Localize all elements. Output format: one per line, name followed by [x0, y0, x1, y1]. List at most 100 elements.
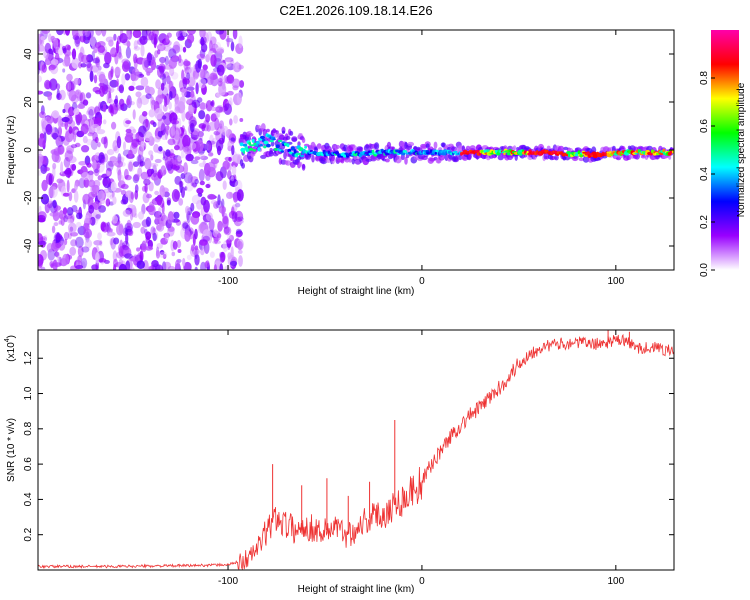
noise-blob — [75, 90, 80, 95]
noise-blob — [206, 161, 216, 172]
noise-blob — [116, 251, 125, 259]
noise-blob — [178, 80, 184, 90]
ridge-core-blob — [403, 150, 408, 153]
noise-blob — [185, 153, 194, 162]
noise-blob — [196, 187, 204, 194]
noise-blob — [148, 109, 156, 118]
noise-blob — [210, 158, 219, 165]
noise-blob — [117, 169, 122, 182]
ridge-core-blob — [240, 147, 246, 153]
noise-blob — [216, 48, 225, 55]
noise-blob — [106, 169, 111, 177]
noise-blob — [210, 106, 220, 112]
noise-blob — [94, 168, 99, 174]
noise-blob — [97, 45, 106, 53]
noise-blob — [82, 222, 90, 232]
noise-blob — [190, 159, 199, 165]
noise-blob — [197, 58, 202, 69]
ridge-core-blob — [401, 152, 406, 156]
ridge-core-blob — [266, 143, 271, 148]
noise-blob — [216, 64, 225, 76]
ridge-core-blob — [299, 154, 305, 158]
noise-blob — [169, 66, 175, 77]
noise-blob — [97, 232, 102, 240]
noise-blob — [75, 264, 84, 270]
ridge-core-blob — [239, 142, 244, 147]
ridge-core-blob — [384, 152, 390, 156]
noise-blob — [150, 59, 157, 71]
noise-blob — [55, 136, 62, 146]
noise-blob — [103, 136, 108, 149]
noise-blob — [38, 240, 47, 246]
snr-series-line — [38, 333, 674, 570]
noise-blob — [198, 152, 205, 159]
noise-blob — [145, 67, 154, 74]
noise-blob — [40, 164, 48, 175]
noise-blob — [168, 110, 175, 119]
noise-blob — [121, 73, 126, 86]
ridge-halo-blob — [554, 154, 559, 161]
noise-blob — [163, 261, 172, 270]
ridge-halo-blob — [285, 135, 291, 140]
ridge-halo-blob — [578, 157, 584, 162]
noise-blob — [187, 30, 196, 35]
ridge-halo-blob — [273, 133, 278, 139]
noise-blob — [218, 205, 227, 214]
noise-blob — [235, 61, 239, 71]
noise-blob — [222, 180, 227, 190]
noise-blob — [125, 190, 134, 198]
noise-blob — [136, 247, 141, 252]
noise-blob — [92, 159, 97, 171]
ridge-halo-blob — [367, 154, 371, 160]
noise-blob — [229, 118, 233, 126]
snr-y-label: SNR (10 * v/v) — [6, 418, 17, 482]
noise-blob — [74, 182, 78, 191]
noise-blob — [167, 138, 176, 146]
noise-blob — [62, 253, 70, 266]
noise-blob — [125, 46, 131, 59]
noise-blob — [145, 216, 152, 227]
noise-blob — [92, 208, 101, 221]
noise-blob — [206, 76, 214, 86]
noise-blob — [184, 186, 188, 191]
noise-blob — [152, 232, 157, 242]
ridge-halo-blob — [256, 125, 262, 130]
noise-blob — [38, 214, 46, 223]
noise-blob — [202, 235, 210, 242]
ridge-core-blob — [254, 144, 259, 147]
noise-blob — [109, 103, 113, 113]
noise-blob — [46, 242, 54, 253]
noise-blob — [99, 239, 103, 247]
noise-blob — [48, 64, 56, 71]
noise-blob — [197, 130, 203, 143]
noise-blob — [158, 146, 163, 152]
noise-blob — [230, 41, 235, 52]
noise-blob — [177, 249, 182, 253]
noise-blob — [66, 179, 70, 193]
noise-blob — [172, 240, 178, 250]
noise-blob — [60, 161, 64, 175]
noise-blob — [71, 48, 77, 60]
noise-blob — [38, 62, 41, 71]
noise-blob — [176, 239, 182, 249]
noise-blob — [167, 225, 175, 237]
noise-blob — [133, 173, 140, 182]
noise-blob — [162, 253, 167, 259]
ridge-core-blob — [435, 149, 439, 153]
noise-blob — [124, 168, 129, 180]
noise-blob — [125, 120, 132, 125]
noise-blob — [88, 204, 95, 214]
noise-blob — [53, 37, 59, 49]
noise-blob — [87, 30, 94, 38]
noise-blob — [174, 144, 180, 151]
noise-blob — [111, 121, 117, 130]
noise-blob — [73, 190, 79, 203]
noise-blob — [95, 251, 100, 264]
noise-blob — [186, 97, 193, 104]
noise-blob — [190, 213, 200, 225]
noise-blob — [152, 164, 157, 178]
noise-blob — [223, 226, 232, 236]
noise-blob — [229, 175, 236, 184]
noise-blob — [126, 30, 131, 38]
noise-blob — [125, 131, 134, 138]
